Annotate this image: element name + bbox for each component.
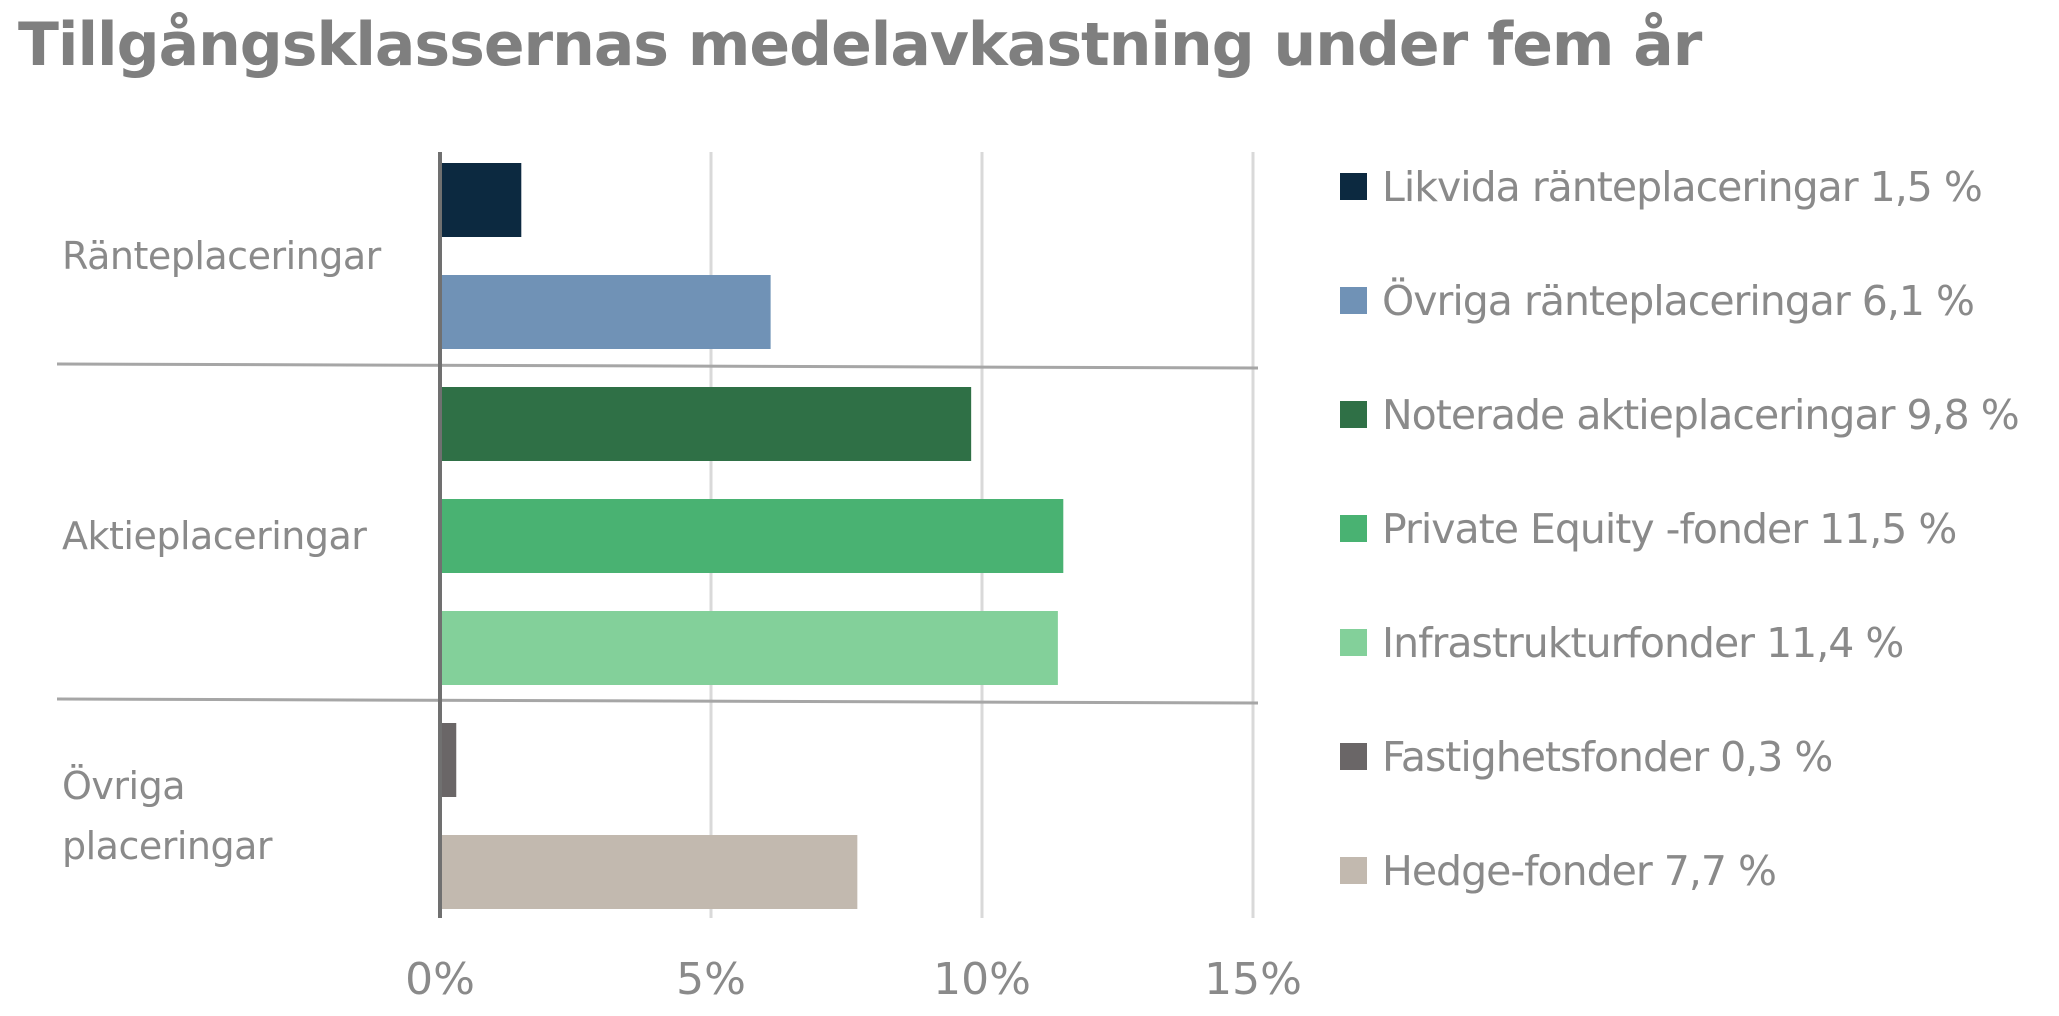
legend-item: Infrastrukturfonder 11,4 % bbox=[1340, 619, 1904, 667]
bar bbox=[440, 835, 858, 909]
legend-label: Infrastrukturfonder 11,4 % bbox=[1382, 619, 1903, 667]
x-tick-label: 5% bbox=[676, 954, 746, 1005]
group-separator bbox=[56, 362, 1259, 370]
legend-item: Övriga ränteplaceringar 6,1 % bbox=[1340, 277, 1975, 325]
legend-item: Private Equity -fonder 11,5 % bbox=[1340, 505, 1957, 553]
x-tick-label: 15% bbox=[1204, 954, 1302, 1005]
group-separator bbox=[56, 697, 1259, 705]
legend-swatch bbox=[1340, 515, 1367, 542]
chart-title: Tillgångsklassernas medelavkastning unde… bbox=[18, 10, 1702, 80]
group-label: Aktieplaceringar bbox=[62, 514, 367, 558]
legend: Likvida ränteplaceringar 1,5 % Övriga rän… bbox=[1340, 163, 2020, 895]
bar bbox=[440, 275, 771, 349]
bar bbox=[440, 723, 457, 797]
x-tick-labels: 0% 5% 10% 15% bbox=[405, 954, 1302, 1005]
bar bbox=[440, 163, 522, 237]
legend-item: Fastighetsfonder 0,3 % bbox=[1340, 733, 1833, 781]
x-tick-label: 0% bbox=[405, 954, 475, 1005]
group-labels: Ränteplaceringar Aktieplaceringar Övriga pl… bbox=[62, 234, 382, 868]
bar bbox=[440, 387, 972, 461]
legend-swatch bbox=[1340, 401, 1367, 428]
legend-label: Private Equity -fonder 11,5 % bbox=[1382, 505, 1956, 553]
group-separators bbox=[56, 362, 1259, 705]
legend-swatch bbox=[1340, 287, 1367, 314]
legend-swatch bbox=[1340, 857, 1367, 884]
legend-swatch bbox=[1340, 173, 1367, 200]
bar bbox=[440, 499, 1064, 573]
x-tick-label: 10% bbox=[933, 954, 1031, 1005]
legend-item: Noterade aktieplaceringar 9,8 % bbox=[1340, 391, 2020, 439]
group-label: Övriga bbox=[62, 764, 185, 808]
legend-label: Fastighetsfonder 0,3 % bbox=[1382, 733, 1832, 781]
group-label: Ränteplaceringar bbox=[62, 234, 382, 278]
legend-label: Noterade aktieplaceringar 9,8 % bbox=[1382, 391, 2019, 439]
group-label: placeringar bbox=[62, 824, 273, 868]
bar bbox=[440, 611, 1058, 685]
legend-item: Hedge-fonder 7,7 % bbox=[1340, 847, 1777, 895]
legend-swatch bbox=[1340, 629, 1367, 656]
legend-item: Likvida ränteplaceringar 1,5 % bbox=[1340, 163, 1983, 211]
legend-label: Hedge-fonder 7,7 % bbox=[1382, 847, 1776, 895]
legend-label: Övriga ränteplaceringar 6,1 % bbox=[1382, 277, 1974, 325]
legend-label: Likvida ränteplaceringar 1,5 % bbox=[1382, 163, 1982, 211]
bars bbox=[440, 163, 1064, 909]
legend-swatch bbox=[1340, 743, 1367, 770]
